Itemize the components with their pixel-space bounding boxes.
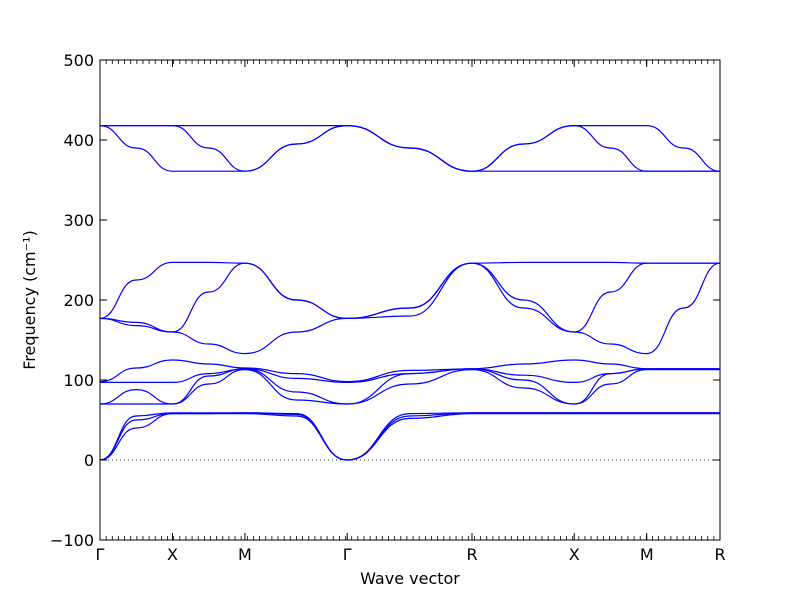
x-tick-label-7: M: [640, 545, 654, 564]
x-tick-label-4: Γ: [343, 545, 352, 564]
x-tick-label-6: X: [569, 545, 580, 564]
band-line-7: [99, 359, 720, 383]
band-line-3: [99, 412, 720, 461]
x-tick-label-2: X: [167, 545, 178, 564]
y-axis: −100 0 100 200 300 400 500: [50, 51, 720, 550]
x-axis-title: Wave vector: [360, 569, 460, 588]
band-line-9: [99, 262, 720, 333]
x-tick-label-1: Γ: [96, 545, 105, 564]
band-line-10: [99, 261, 720, 320]
band-line-8: [99, 262, 721, 355]
series-layer: [99, 124, 721, 461]
x-tick-label-5: R: [466, 545, 477, 564]
band-line-6: [100, 368, 720, 384]
y-tick-label-6: 400: [63, 131, 94, 150]
x-tick-label-3: M: [238, 545, 252, 564]
plot-frame: [99, 59, 721, 541]
y-tick-label-4: 200: [63, 291, 94, 310]
band-line-2: [99, 412, 720, 461]
minor-ticks-layer: [99, 60, 721, 540]
band-line-4: [99, 368, 720, 405]
y-tick-label-5: 300: [63, 211, 94, 230]
band-line-1: [99, 412, 720, 461]
y-tick-label-7: 500: [63, 51, 94, 70]
y-tick-label-3: 100: [63, 371, 94, 390]
x-tick-label-8: R: [714, 545, 725, 564]
y-tick-label-1: −100: [50, 531, 94, 550]
y-axis-title: Frequency (cm⁻¹): [20, 230, 39, 369]
band-line-13: [99, 124, 721, 172]
y-tick-label-2: 0: [84, 451, 94, 470]
